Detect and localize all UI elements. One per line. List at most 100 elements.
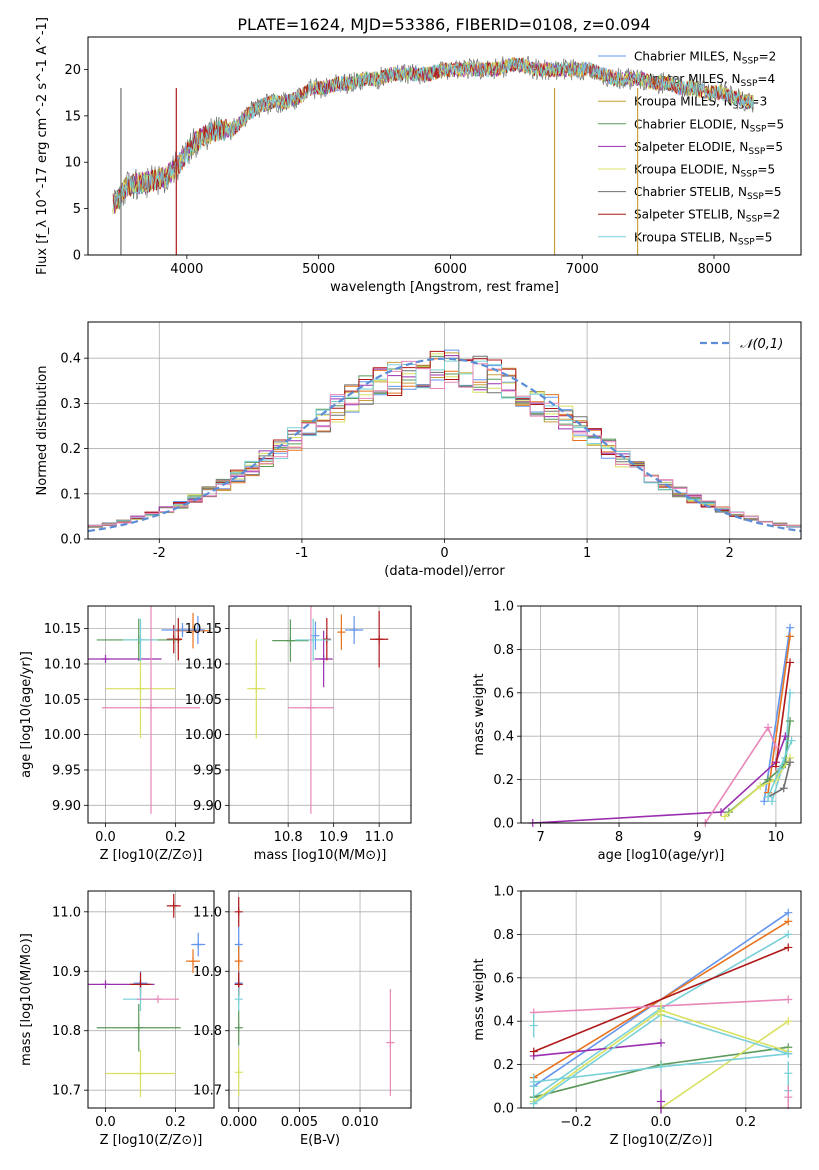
- data-point: [337, 628, 346, 637]
- tick-label-y: 11.0: [52, 905, 81, 920]
- legend-entry: Salpeter STELIB, NSSP=2: [634, 208, 780, 225]
- series-line: [660, 1020, 789, 1108]
- data-point: [775, 764, 784, 773]
- tick-label-x: 0.0: [95, 830, 116, 845]
- tick-label-x: 2: [726, 546, 734, 561]
- data-point: [252, 684, 261, 693]
- data-point: [174, 635, 183, 644]
- tick-label-x: 4000: [170, 262, 203, 277]
- tick-label-x: 0: [440, 546, 448, 561]
- legend-entry: Chabrier ELODIE, NSSP=5: [634, 117, 784, 134]
- data-point: [764, 723, 773, 732]
- tick-label-x: 0.005: [281, 1115, 318, 1130]
- tick-label-x: 8: [615, 830, 623, 845]
- tick-label-x: 7: [536, 830, 544, 845]
- spectrum-panel: [84, 55, 754, 259]
- tick-label-y: 10.8: [193, 1024, 222, 1039]
- tick-label-y: 0.6: [493, 686, 514, 701]
- tick-label-y: 10.9: [193, 965, 222, 980]
- residuals-panel: [84, 322, 802, 543]
- tick-label-x: 11.0: [365, 830, 394, 845]
- data-point: [306, 703, 315, 712]
- tick-label-y: 0.2: [493, 1058, 514, 1073]
- tick-label-y: 9.90: [52, 799, 81, 814]
- tick-label-y: 0.4: [60, 352, 81, 367]
- data-point: [764, 792, 773, 801]
- data-point: [234, 957, 243, 966]
- tick-label-y: 10.9: [52, 965, 81, 980]
- tick-label-y: 0.8: [493, 928, 514, 943]
- legend-entry: 𝒩(0,1): [740, 337, 783, 352]
- data-point: [784, 908, 793, 917]
- data-point: [784, 943, 793, 952]
- data-point: [720, 812, 729, 821]
- tick-label-x: 7000: [566, 262, 599, 277]
- tick-label-y: 10.00: [44, 728, 81, 743]
- data-point: [386, 1038, 395, 1047]
- age_vs_Z-panel: [84, 606, 214, 827]
- tick-label-y: 0.0: [60, 533, 81, 548]
- axis-label-x: age [log10(age/yr)]: [598, 848, 725, 863]
- axis-label-y: mass [log10(M/M⊙)]: [19, 933, 34, 1066]
- tick-label-x: 0.2: [736, 1115, 757, 1130]
- tick-label-x: 10.8: [274, 830, 303, 845]
- tick-label-x: 0.000: [220, 1115, 257, 1130]
- legend-entry: Salpeter ELODIE, NSSP=5: [634, 140, 783, 157]
- data-point: [786, 688, 795, 697]
- series-line: [533, 1042, 662, 1057]
- tick-label-y: 10.7: [193, 1084, 222, 1099]
- tick-label-x: 10.9: [319, 830, 348, 845]
- tick-label-y: 0.4: [493, 1015, 514, 1030]
- tick-label-y: 15: [64, 109, 81, 124]
- tick-label-y: 0.2: [493, 773, 514, 788]
- data-point: [234, 995, 243, 1004]
- data-point: [756, 782, 765, 791]
- data-point: [234, 1023, 243, 1032]
- data-point: [322, 635, 331, 644]
- data-point: [286, 636, 295, 645]
- axis-label-x: wavelength [Angstrom, rest frame]: [330, 280, 559, 295]
- axes-frame: [520, 605, 802, 824]
- histogram: [88, 360, 801, 529]
- axis-label-x: Z [log10(Z/Z⊙)]: [100, 848, 203, 863]
- legend-entry: Kroupa ELODIE, NSSP=5: [634, 163, 775, 180]
- tick-label-y: 10.10: [44, 657, 81, 672]
- data-point: [786, 717, 795, 726]
- tick-label-y: 0.4: [493, 730, 514, 745]
- axis-label-y: Flux [f_λ 10^-17 erg cm^-2 s^-1 A^-1]: [35, 17, 50, 275]
- tick-label-x: 0.0: [651, 1115, 672, 1130]
- tick-label-y: 10.05: [44, 693, 81, 708]
- data-point: [136, 684, 145, 693]
- tick-label-y: 10.8: [52, 1024, 81, 1039]
- series-line: [533, 946, 789, 1053]
- tick-label-x: -1: [295, 546, 308, 561]
- tick-label-y: 0: [73, 249, 81, 264]
- tick-label-y: 0.2: [60, 442, 81, 457]
- data-point: [779, 784, 788, 793]
- axes-frame: [87, 36, 802, 256]
- tick-label-x: −0.2: [560, 1115, 592, 1130]
- tick-label-y: 10: [64, 156, 81, 171]
- tick-label-y: 5: [73, 202, 81, 217]
- tick-label-y: 0.8: [493, 643, 514, 658]
- data-point: [178, 626, 187, 635]
- data-point: [147, 703, 155, 712]
- data-point: [375, 635, 384, 644]
- tick-label-y: 10.00: [185, 728, 222, 743]
- axes-frame: [87, 890, 215, 1109]
- axis-label-x: mass [log10(M/M⊙)]: [254, 848, 387, 863]
- figure-title: PLATE=1624, MJD=53386, FIBERID=0108, z=0…: [237, 15, 650, 34]
- tick-label-y: 9.95: [193, 763, 222, 778]
- axes-frame: [87, 321, 802, 540]
- tick-label-y: 11.0: [193, 905, 222, 920]
- data-point: [657, 1062, 665, 1071]
- tick-label-y: 10.05: [185, 693, 222, 708]
- axis-label-y: mass weight: [472, 673, 487, 755]
- series-line: [704, 725, 777, 823]
- axis-label-x: E(B-V): [300, 1133, 340, 1148]
- series-line: [532, 735, 787, 823]
- legend-entry: Chabrier MILES, NSSP=2: [634, 50, 776, 67]
- mass_vs_EBV-panel: [225, 891, 411, 1112]
- data-point: [194, 940, 203, 949]
- data-point: [136, 980, 145, 989]
